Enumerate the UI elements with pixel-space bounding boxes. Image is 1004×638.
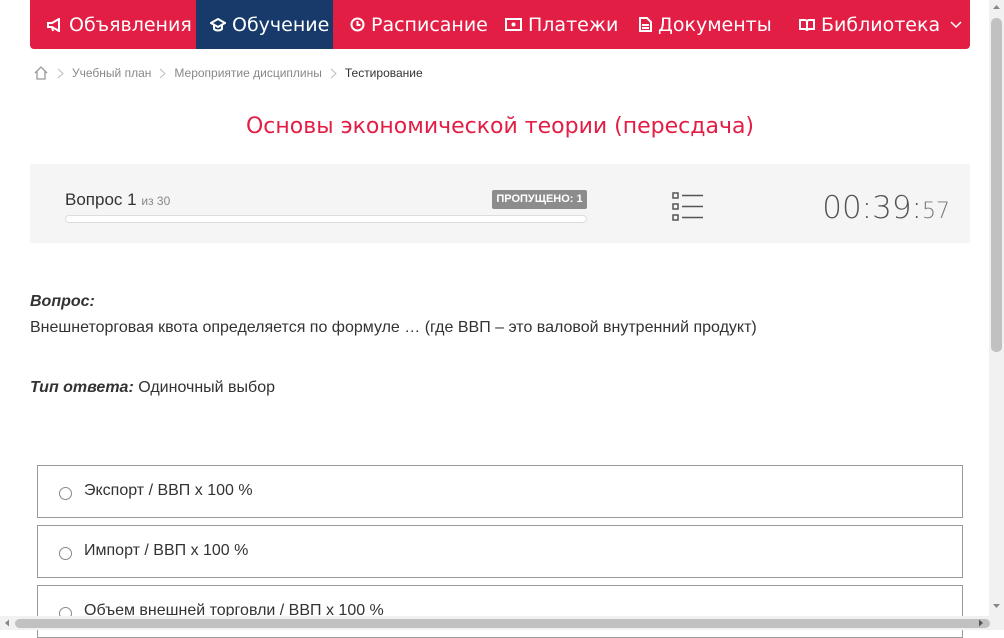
question-list-button[interactable] [672, 192, 704, 221]
question-label: Вопрос: [30, 293, 95, 311]
nav-label: Объявления [69, 13, 192, 36]
vertical-scrollbar[interactable] [989, 0, 1004, 616]
counter-number: 1 [127, 190, 137, 209]
separator [57, 68, 64, 78]
radio[interactable] [59, 547, 72, 560]
nav-item[interactable]: Обучение [196, 0, 333, 49]
answer-type: Тип ответа: Одиночный выбор [30, 379, 275, 397]
home-icon[interactable] [33, 66, 49, 80]
label: Вопрос: [30, 293, 95, 310]
icon [47, 17, 60, 32]
nav-item[interactable]: Документы [622, 0, 779, 49]
nav-label: Обучение [232, 13, 330, 36]
label: Тип ответа: [30, 379, 134, 396]
timer-main: 00:39: [822, 190, 922, 226]
breadcrumb[interactable]: Учебный план [72, 66, 152, 80]
icon [799, 18, 815, 31]
counter-total: из 30 [141, 194, 171, 208]
breadcrumbs: Учебный план Мероприятие дисциплины Тест… [30, 63, 423, 83]
page-title: Основы экономической теории (пересдача) [245, 114, 755, 139]
answer-option[interactable]: Объем внешней торговли / ВВП х 100 % [37, 585, 963, 638]
separator [160, 68, 167, 78]
option-label: Импорт / ВВП х 100 % [84, 542, 249, 559]
value: Одиночный выбор [138, 379, 275, 396]
answer-option[interactable]: Импорт / ВВП х 100 % [37, 525, 963, 578]
top-nav: Объявления Обучение Расписание Платежи Д… [30, 0, 970, 49]
nav-item[interactable]: Платежи [488, 0, 625, 49]
nav-item[interactable]: Расписание [333, 0, 490, 49]
timer: 00:39:57 [822, 190, 950, 226]
nav-item[interactable]: Объявления [30, 0, 210, 49]
nav-label: Расписание [371, 13, 488, 36]
skipped-badge: ПРОПУЩЕНО: 1 [492, 190, 587, 209]
question-text: Внешнеторговая квота определяется по фор… [30, 319, 757, 336]
radio[interactable] [59, 487, 72, 500]
answer-option[interactable]: Экспорт / ВВП х 100 % [37, 465, 963, 518]
timer-seconds: 57 [922, 199, 950, 224]
breadcrumb[interactable]: Мероприятие дисциплины [174, 66, 322, 80]
progress-panel: Вопрос 1 из 30 ПРОПУЩЕНО: 1 00:39:57 [30, 164, 970, 243]
icon [350, 17, 365, 32]
chevron [950, 20, 962, 28]
icon [210, 17, 226, 31]
nav-label: Платежи [528, 13, 619, 36]
nav-item[interactable]: Библиотека [782, 0, 969, 49]
nav-label: Библиотека [821, 13, 941, 36]
horizontal-scrollbar[interactable] [0, 616, 1004, 630]
option-label: Объем внешней торговли / ВВП х 100 % [84, 602, 384, 619]
breadcrumb-current: Тестирование [344, 66, 423, 80]
progress-bar [65, 215, 587, 223]
option-label: Экспорт / ВВП х 100 % [84, 482, 253, 499]
counter-label: Вопрос [65, 190, 123, 209]
separator [330, 68, 337, 78]
question-counter: Вопрос 1 из 30 [65, 190, 170, 210]
icon [505, 18, 522, 31]
nav-label: Документы [658, 13, 772, 36]
icon [639, 17, 652, 32]
